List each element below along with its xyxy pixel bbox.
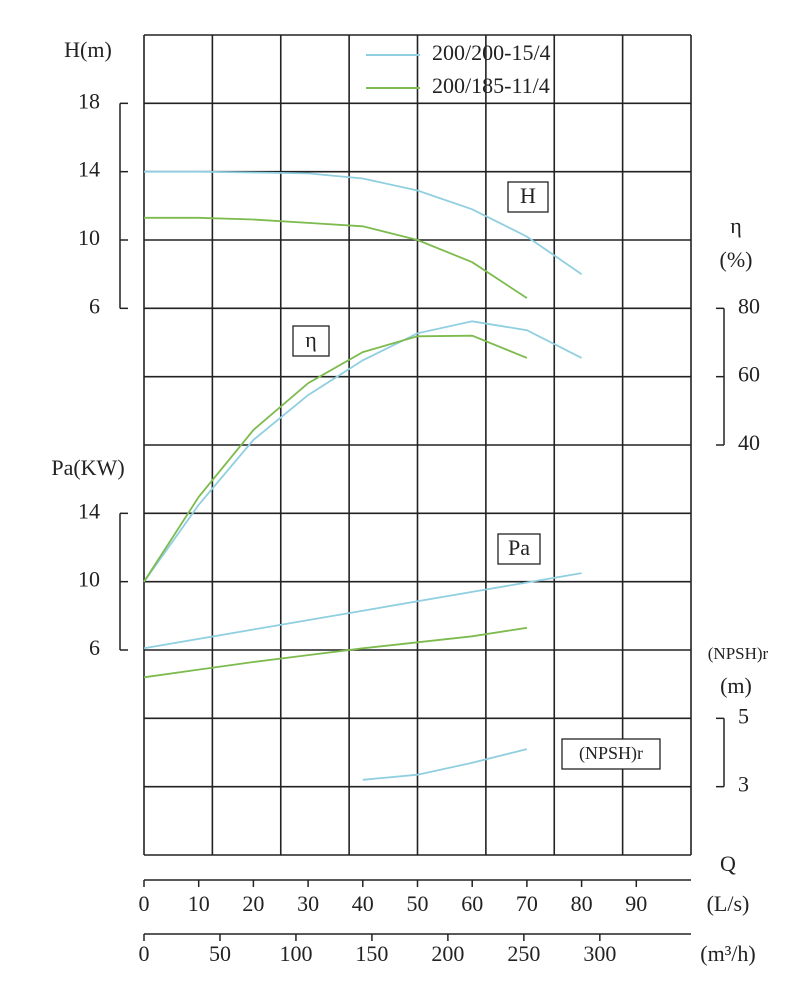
x-tick-label: 10 xyxy=(188,891,210,916)
curve xyxy=(143,572,582,650)
curve-tag-box xyxy=(507,181,549,213)
curve-tag: H xyxy=(520,183,536,208)
axis-label: H(m) xyxy=(64,37,112,62)
y-tick-label: 5 xyxy=(738,703,749,728)
x-tick-label: 0 xyxy=(139,891,150,916)
x2-tick-label: 300 xyxy=(583,941,616,966)
y-tick-label: 14 xyxy=(78,157,100,182)
legend-label: 200/185-11/4 xyxy=(432,73,550,98)
curve xyxy=(143,334,528,583)
curve-tag-box xyxy=(497,533,541,565)
x2-tick-label: 50 xyxy=(209,941,231,966)
x-tick-label: 40 xyxy=(352,891,374,916)
y-tick-label: 14 xyxy=(78,498,100,523)
curve-tag: (NPSH)r xyxy=(579,743,643,764)
y-tick-label: 18 xyxy=(78,88,100,113)
x-axis-label: (L/s) xyxy=(707,891,750,916)
y-tick-label: 10 xyxy=(78,225,100,250)
curve-tag-box xyxy=(561,738,661,770)
axis-label: (NPSH)r xyxy=(708,644,769,663)
y-tick-label: 10 xyxy=(78,567,100,592)
curve-tag-box xyxy=(292,325,330,357)
x-tick-label: 50 xyxy=(407,891,429,916)
curve xyxy=(143,320,583,583)
x-tick-label: 60 xyxy=(461,891,483,916)
y-tick-label: 3 xyxy=(738,772,749,797)
curve-tag: Pa xyxy=(508,535,530,560)
legend-label: 200/200-15/4 xyxy=(432,40,551,65)
x-axis-name: Q xyxy=(720,851,736,876)
curve-tag: η xyxy=(305,327,317,352)
y-tick-label: 6 xyxy=(89,293,100,318)
curve xyxy=(144,216,528,299)
y-tick-label: 40 xyxy=(738,430,760,455)
curve xyxy=(143,626,528,679)
y-tick-label: 60 xyxy=(738,362,760,387)
axis-label: Pa(KW) xyxy=(51,455,124,480)
curve xyxy=(144,170,583,275)
x-tick-label: 20 xyxy=(242,891,264,916)
grid xyxy=(143,34,692,856)
x2-tick-label: 100 xyxy=(279,941,312,966)
x-tick-label: 30 xyxy=(297,891,319,916)
axis-label: (m) xyxy=(720,673,752,698)
y-tick-label: 80 xyxy=(738,293,760,318)
axis-label: η xyxy=(730,213,742,238)
axis-label: (%) xyxy=(720,247,753,272)
y-tick-label: 6 xyxy=(89,635,100,660)
x-tick-label: 70 xyxy=(516,891,538,916)
x2-tick-label: 0 xyxy=(139,941,150,966)
x-tick-label: 90 xyxy=(625,891,647,916)
x2-tick-label: 250 xyxy=(507,941,540,966)
x-tick-label: 80 xyxy=(571,891,593,916)
x2-tick-label: 150 xyxy=(355,941,388,966)
x2-tick-label: 200 xyxy=(431,941,464,966)
curve xyxy=(362,748,528,781)
x2-axis-label: (m³/h) xyxy=(700,941,755,966)
